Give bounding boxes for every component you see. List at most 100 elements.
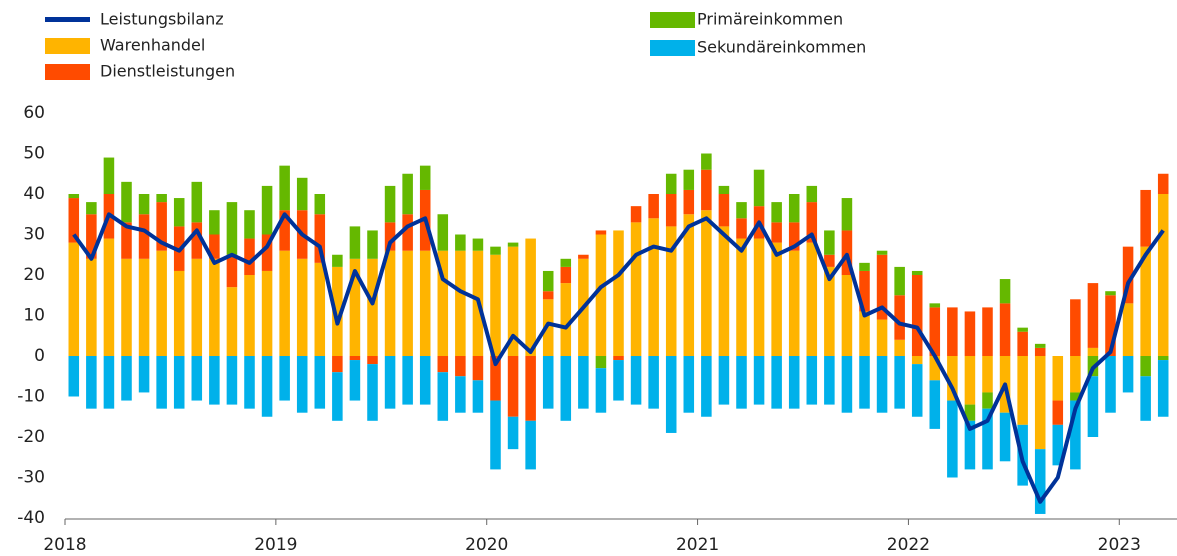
y-tick-label: 0 <box>34 346 45 366</box>
bar-segment <box>121 356 132 401</box>
bar-segment <box>1105 291 1116 296</box>
bar-segment <box>824 230 835 255</box>
bar-segment <box>648 218 659 356</box>
bar-segment <box>595 230 607 235</box>
bar-segment <box>1157 360 1169 417</box>
bar-segment <box>736 202 747 219</box>
bar-segment <box>999 279 1011 304</box>
bar-segment <box>86 258 97 356</box>
legend-swatch <box>45 38 90 54</box>
bar-segment <box>859 262 870 271</box>
bar-segment <box>367 258 378 356</box>
bar-segment <box>665 226 677 356</box>
bar-segment <box>718 356 730 405</box>
bar-segment <box>209 210 220 235</box>
legend-swatch <box>650 40 695 56</box>
legend-label: Primäreinkommen <box>697 10 843 29</box>
y-tick-label: -30 <box>17 468 45 488</box>
bar-segment <box>1017 356 1028 425</box>
y-tick-label: 30 <box>23 225 45 245</box>
bar-segment <box>841 198 853 231</box>
bar-segment <box>1070 299 1081 356</box>
bar-segment <box>261 270 273 356</box>
bar-segment <box>314 194 326 215</box>
bar-segment <box>384 185 396 223</box>
bar-segment <box>560 356 572 421</box>
bar-segment <box>437 372 449 421</box>
bar-segment <box>209 356 220 405</box>
bar-segment <box>279 356 290 401</box>
bar-segment <box>824 254 835 267</box>
bar-segment <box>1052 424 1064 466</box>
legend-label: Sekundäreinkommen <box>697 38 866 57</box>
bar-segment <box>736 218 747 239</box>
bar-segment <box>736 356 747 409</box>
bar-segment <box>349 226 361 259</box>
bar-segment <box>876 254 888 320</box>
bar-segment <box>86 202 97 215</box>
bar-segment <box>490 356 501 401</box>
bar-segment <box>191 258 203 356</box>
bar-segment <box>103 157 115 194</box>
legend-label: Leistungsbilanz <box>100 10 224 29</box>
bar-segment <box>964 404 976 421</box>
bar-segment <box>437 214 449 251</box>
bar-segment <box>560 283 572 356</box>
bar-segment <box>911 364 923 417</box>
bar-segment <box>156 356 167 409</box>
bar-segment <box>1105 295 1116 356</box>
bar-segment <box>314 262 326 356</box>
bar-segment <box>507 246 519 356</box>
bar-segment <box>226 202 238 255</box>
bar-segment <box>173 270 185 356</box>
bar-segment <box>490 254 501 356</box>
bar-segment <box>947 307 958 356</box>
bar-segment <box>982 408 993 470</box>
bar-segment <box>771 356 782 409</box>
bar-segment <box>138 214 150 259</box>
bar-segment <box>173 356 185 409</box>
bar-segment <box>701 153 712 170</box>
bar-segment <box>86 356 97 409</box>
bar-segment <box>226 287 238 356</box>
y-tick-label: 60 <box>23 103 45 123</box>
bar-segment <box>911 270 923 275</box>
bar-segment <box>876 250 888 255</box>
y-tick-label: -10 <box>17 387 45 407</box>
bar-segment <box>859 356 870 409</box>
bar-segment <box>788 194 800 223</box>
bar-segment <box>138 194 150 215</box>
bar-segment <box>244 275 255 356</box>
bar-segment <box>261 234 273 271</box>
bar-segment <box>982 392 993 409</box>
bar-segment <box>665 356 677 433</box>
bar-segment <box>314 214 326 263</box>
bar-segment <box>490 400 501 470</box>
bar-segment <box>349 356 361 361</box>
bar-segment <box>841 356 853 413</box>
bar-segment <box>332 254 343 267</box>
bar-segment <box>578 254 589 259</box>
y-tick-label: 20 <box>23 265 45 285</box>
bar-segment <box>947 356 958 401</box>
bar-segment <box>314 356 326 409</box>
bar-segment <box>876 319 888 356</box>
bar-segment <box>630 222 642 356</box>
bar-segment <box>437 356 449 373</box>
bar-segment <box>876 356 888 413</box>
bar-segment <box>841 275 853 356</box>
bar-segment <box>525 356 536 421</box>
bar-segment <box>701 210 712 356</box>
bar-segment <box>1105 356 1116 413</box>
x-tick-label: 2019 <box>254 535 297 555</box>
bar-segment <box>999 303 1011 356</box>
bar-segment <box>525 420 536 470</box>
bar-segment <box>859 311 870 356</box>
bar-segment <box>244 356 255 409</box>
bar-segment <box>472 380 484 413</box>
bar-segment <box>718 185 730 194</box>
bar-segment <box>1070 392 1081 401</box>
bar-segment <box>226 254 238 288</box>
bar-segment <box>578 356 589 409</box>
bar-segment <box>806 185 818 203</box>
